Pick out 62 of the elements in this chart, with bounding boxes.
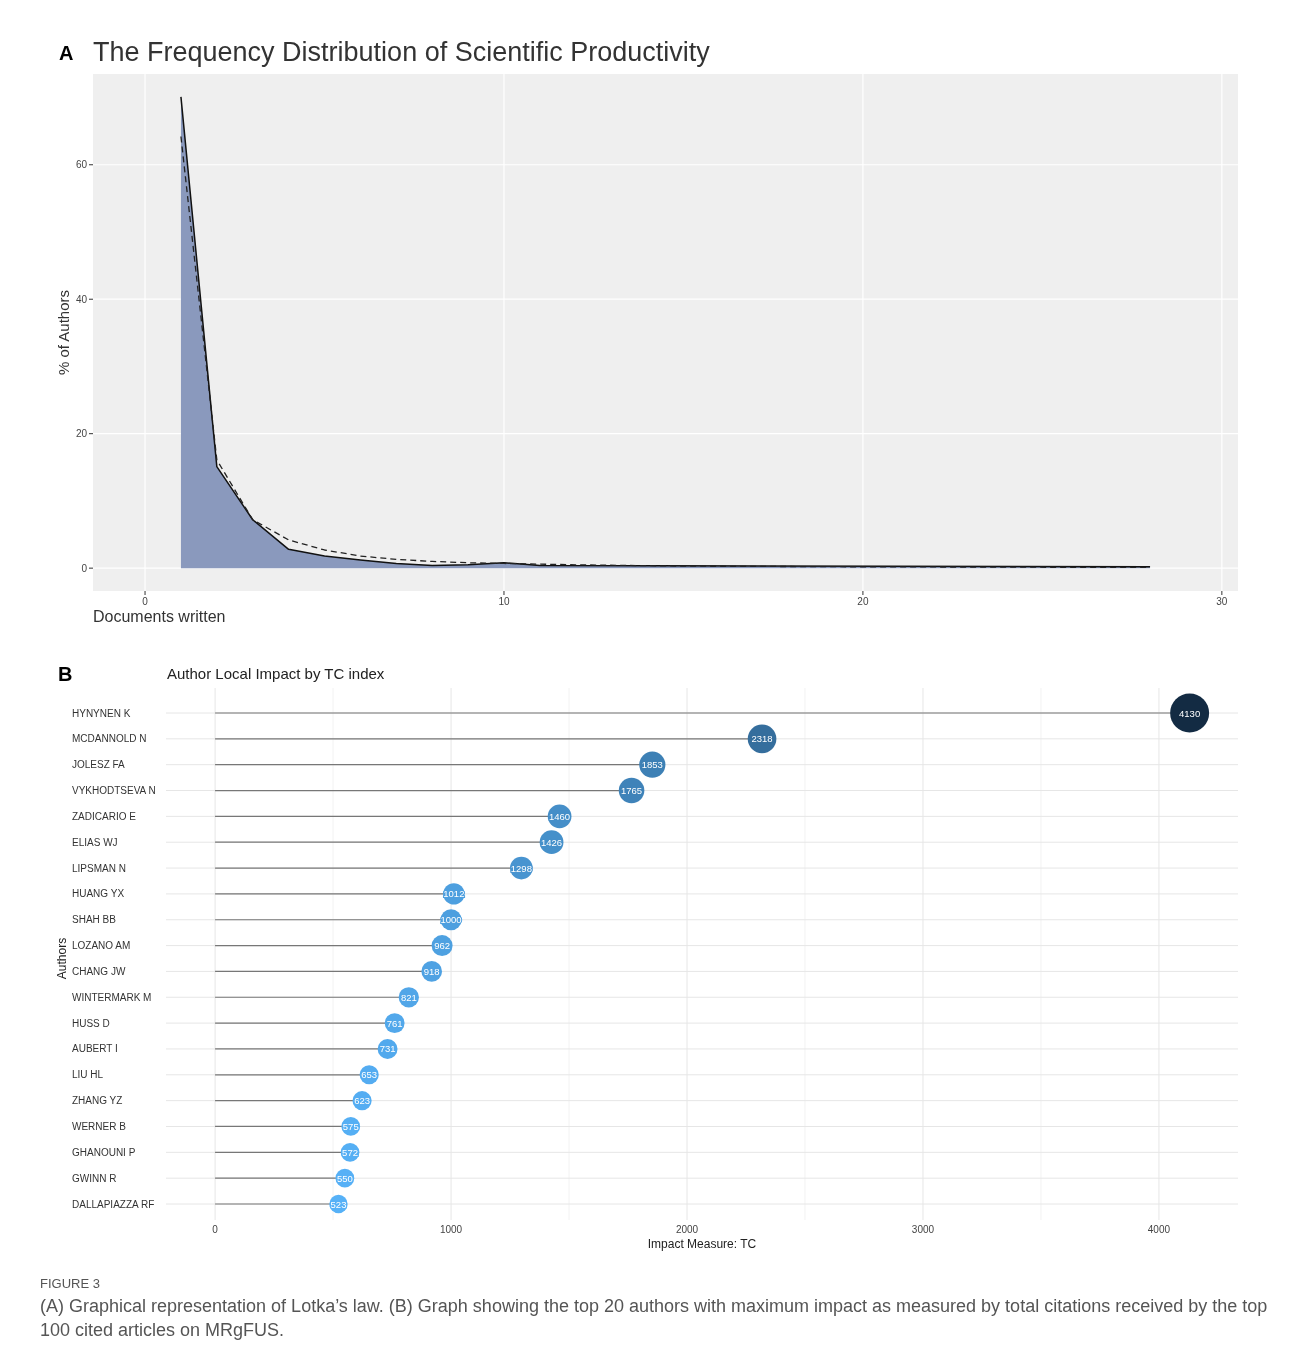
data-label: 731 — [379, 1043, 396, 1055]
y-tick-label: DALLAPIAZZA RF — [72, 1198, 155, 1210]
data-label: 1012 — [443, 888, 465, 900]
y-tick-label: SHAH BB — [72, 914, 117, 926]
data-label: 1298 — [510, 862, 532, 874]
x-tick-label: 1000 — [439, 1224, 463, 1235]
data-label: 653 — [361, 1069, 378, 1081]
chart-title: The Frequency Distribution of Scientific Productivity — [93, 37, 711, 67]
x-tick-label: 3000 — [911, 1224, 935, 1235]
y-tick-label: 40 — [75, 293, 88, 305]
data-label: 962 — [434, 940, 451, 952]
y-axis-title: % of Authors — [55, 289, 72, 376]
data-label: 550 — [336, 1172, 353, 1184]
x-axis-title: Documents written — [93, 608, 226, 625]
data-label: 918 — [423, 965, 440, 977]
caption: FIGURE 3 — [40, 1275, 101, 1293]
text: B — [58, 663, 73, 685]
y-tick-label: LIPSMAN N — [72, 862, 126, 874]
data-label: 1000 — [440, 914, 462, 926]
data-label: 2318 — [751, 733, 773, 745]
y-tick-label: HUSS D — [72, 1017, 110, 1029]
text: A — [59, 42, 74, 64]
y-tick-label: 60 — [75, 159, 88, 171]
data-label: 572 — [342, 1146, 358, 1158]
y-tick-label: GHANOUNI P — [72, 1146, 136, 1158]
chart-title: Author Local Impact by TC index — [167, 665, 385, 682]
data-label: 575 — [342, 1120, 359, 1132]
y-tick-label: JOLESZ FA — [72, 759, 126, 771]
data-label: 761 — [386, 1017, 403, 1029]
y-axis-title: Authors — [55, 937, 69, 980]
y-tick-label: MCDANNOLD N — [72, 733, 147, 745]
y-tick-label: AUBERT I — [72, 1043, 118, 1055]
data-label: 623 — [354, 1095, 371, 1107]
y-tick-label: HYNYNEN K — [72, 707, 131, 719]
data-label: 523 — [330, 1198, 347, 1210]
data-label: 4130 — [1179, 707, 1201, 719]
x-tick-label: 0 — [212, 1224, 219, 1235]
y-tick-label: CHANG JW — [72, 965, 126, 977]
data-label: 821 — [400, 991, 417, 1003]
data-label: 1460 — [549, 810, 571, 822]
y-tick-label: 0 — [81, 562, 88, 574]
y-tick-label: ZHANG YZ — [72, 1095, 123, 1107]
x-tick-label: 30 — [1216, 596, 1228, 607]
y-tick-label: HUANG YX — [72, 888, 125, 900]
y-tick-label: GWINN R — [72, 1172, 117, 1184]
y-tick-label: ZADICARIO E — [72, 810, 137, 822]
y-tick-label: LIU HL — [72, 1069, 104, 1081]
x-tick-label: 10 — [498, 596, 510, 607]
y-tick-label: VYKHODTSEVA N — [72, 785, 156, 797]
data-label: 1426 — [541, 836, 563, 848]
y-tick-label: WINTERMARK M — [72, 991, 152, 1003]
x-tick-label: 20 — [857, 596, 869, 607]
data-label: 1853 — [641, 759, 663, 771]
y-tick-label: 20 — [75, 428, 88, 440]
x-axis-title: Impact Measure: TC — [647, 1237, 757, 1251]
x-tick-label: 4000 — [1147, 1224, 1171, 1235]
x-tick-label: 2000 — [675, 1224, 699, 1235]
y-tick-label: LOZANO AM — [72, 940, 131, 952]
text: (A) Graphical representation of Lotka’s law. (B) Graph showing the top 20 authors with maximum impact as measured by total citations received by the top 100 cited articles on MRgFUS. — [40, 1295, 1269, 1342]
data-label: 1765 — [620, 785, 643, 797]
y-tick-label: ELIAS WJ — [72, 836, 118, 848]
y-tick-label: WERNER B — [72, 1120, 127, 1132]
